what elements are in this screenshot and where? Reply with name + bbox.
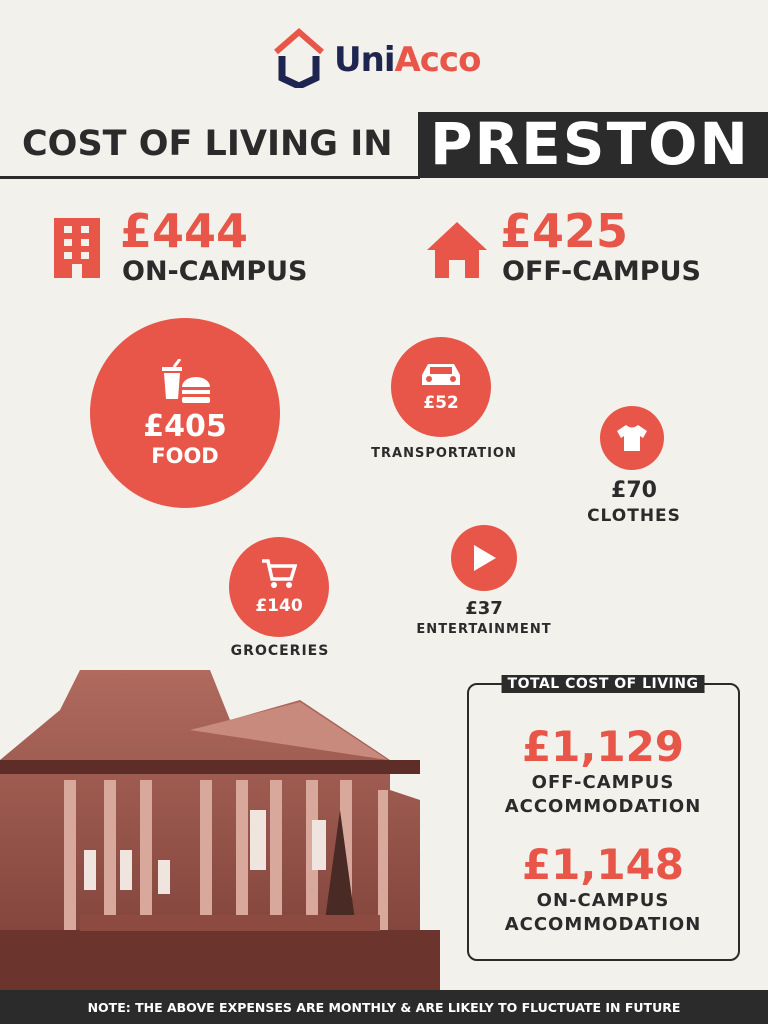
building-illustration: [0, 670, 440, 990]
car-icon: [422, 364, 460, 385]
house-icon: [427, 222, 487, 278]
total-off-label-2: ACCOMMODATION: [504, 796, 702, 817]
shopping-cart-icon: [262, 559, 297, 588]
footer-note: NOTE: THE ABOVE EXPENSES ARE MONTHLY & A…: [87, 999, 681, 1015]
logo-text-uni: Uni: [334, 40, 395, 80]
title-underline: [0, 176, 420, 179]
logo-house-icon: [274, 28, 324, 88]
entertainment-circle: [451, 525, 517, 591]
groceries-circle: £140: [229, 537, 329, 637]
off-campus-label: OFF-CAMPUS: [502, 256, 701, 287]
transportation-circle: £52: [391, 337, 491, 437]
food-circle: £405 FOOD: [90, 318, 280, 508]
title-prefix: COST OF LIVING IN: [22, 124, 393, 164]
footer-bar: NOTE: THE ABOVE EXPENSES ARE MONTHLY & A…: [0, 990, 768, 1024]
entertainment-amount: £37: [465, 598, 503, 619]
groceries-amount: £140: [255, 596, 303, 616]
clothes-amount: £70: [611, 478, 657, 503]
transportation-amount: £52: [423, 393, 459, 413]
building-icon: [54, 218, 100, 278]
title-city: PRESTON: [430, 110, 750, 178]
transportation-label: TRANSPORTATION: [371, 446, 517, 461]
on-campus-amount: £444: [120, 204, 249, 258]
food-label: FOOD: [151, 443, 219, 468]
title-city-box: [418, 112, 768, 178]
total-on-label-1: ON-CAMPUS: [536, 890, 670, 911]
food-amount: £405: [143, 408, 227, 444]
clothes-circle: [600, 406, 664, 470]
off-campus-amount: £425: [500, 204, 629, 258]
groceries-label: GROCERIES: [230, 643, 330, 659]
total-off-label-1: OFF-CAMPUS: [531, 772, 675, 793]
total-heading: TOTAL COST OF LIVING: [501, 675, 705, 693]
entertainment-label: ENTERTAINMENT: [416, 622, 552, 637]
clothes-label: CLOTHES: [587, 506, 681, 526]
logo: UniAcco: [272, 28, 502, 90]
play-icon: [474, 545, 496, 571]
logo-text-acco: Acco: [394, 40, 481, 80]
total-off-amount: £1,129: [521, 722, 685, 771]
tshirt-icon: [617, 425, 647, 451]
on-campus-label: ON-CAMPUS: [122, 256, 308, 287]
total-on-label-2: ACCOMMODATION: [504, 914, 702, 935]
total-on-amount: £1,148: [521, 840, 685, 889]
fast-food-icon: [162, 358, 210, 403]
